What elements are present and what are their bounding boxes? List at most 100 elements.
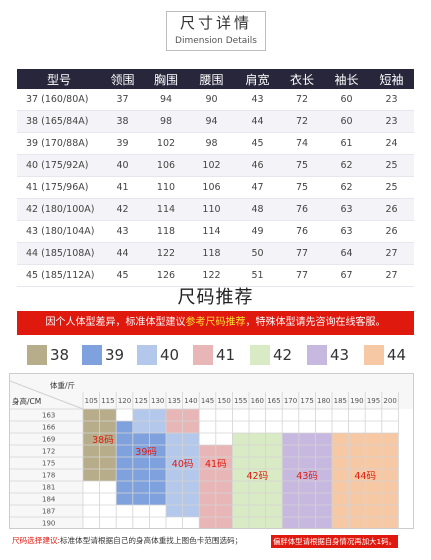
weight-tick-label: 150 (217, 397, 230, 405)
size-value-cell: 42 (101, 198, 144, 221)
size-model-cell: 39 (170/88A) (17, 132, 101, 155)
weight-tick-label: 125 (134, 397, 147, 405)
weight-tick-label: 170 (284, 397, 297, 405)
size-value-cell: 118 (188, 242, 235, 265)
size-value-cell: 45 (235, 132, 280, 155)
size-value-cell: 26 (369, 220, 414, 243)
size-zone-label: 40码 (172, 459, 194, 470)
size-value-cell: 63 (324, 220, 369, 243)
size-zone-area (282, 433, 332, 528)
size-value-cell: 77 (280, 242, 324, 265)
weight-tick-label: 105 (85, 397, 98, 405)
table-row: 45 (185/112A) 45 126 122 51 77 67 27 (17, 264, 414, 287)
legend-swatch (193, 345, 213, 365)
page-subtitle: Dimension Details (175, 36, 257, 46)
size-value-cell: 98 (144, 110, 188, 133)
size-model-cell: 44 (185/108A) (17, 242, 101, 265)
size-value-cell: 64 (324, 242, 369, 265)
size-model-cell: 45 (185/112A) (17, 264, 101, 287)
table-row: 38 (165/84A) 38 98 94 44 72 60 23 (17, 110, 414, 133)
size-value-cell: 40 (101, 154, 144, 177)
size-value-cell: 48 (235, 198, 280, 221)
size-col-header: 肩宽 (235, 69, 280, 89)
size-value-cell: 60 (324, 89, 369, 111)
size-model-cell: 42 (180/100A) (17, 198, 101, 221)
size-col-header: 短袖 (369, 69, 414, 89)
size-table-body: 37 (160/80A) 37 94 90 43 72 60 23 38 (165/84A) 38… (17, 89, 414, 287)
legend-swatch (307, 345, 327, 365)
legend-label: 42 (273, 346, 293, 364)
size-value-cell: 62 (324, 176, 369, 199)
size-value-cell: 102 (144, 132, 188, 155)
height-tick-label: 163 (42, 412, 55, 420)
size-col-header: 腰围 (188, 69, 235, 89)
recommend-title: 尺码推荐 (177, 287, 254, 308)
legend-label: 38 (50, 346, 70, 364)
size-model-cell: 41 (175/96A) (17, 176, 101, 199)
height-tick-label: 175 (42, 460, 55, 468)
size-value-cell: 23 (369, 89, 414, 111)
size-model-cell: 38 (165/84A) (17, 110, 101, 133)
size-grid-svg: 体重/斤身高/CM 105 115 120 125 130 135 140 145 150 155 1… (10, 374, 413, 528)
height-tick-label: 166 (42, 424, 56, 432)
size-value-cell: 63 (324, 198, 369, 221)
weight-tick-label: 135 (168, 397, 181, 405)
size-zone-area (116, 421, 133, 505)
legend-swatch (27, 345, 47, 365)
size-value-cell: 90 (188, 89, 235, 111)
height-tick-label: 178 (42, 472, 55, 480)
weight-tick-label: 200 (383, 397, 396, 405)
legend-swatch (82, 345, 102, 365)
size-col-header: 袖长 (324, 69, 369, 89)
size-value-cell: 50 (235, 242, 280, 265)
size-value-cell: 38 (101, 110, 144, 133)
size-value-cell: 74 (280, 132, 324, 155)
size-value-cell: 110 (144, 176, 188, 199)
notice-text-pre: 因个人体型差异，标准体型建议 (45, 317, 186, 328)
weight-tick-label: 175 (300, 397, 313, 405)
size-table-header: 型号 领围 胸围 腰围 肩宽 衣长 袖长 短袖 (17, 69, 414, 89)
legend-label: 39 (105, 346, 125, 364)
height-tick-label: 187 (42, 508, 55, 516)
table-row: 42 (180/100A) 42 114 110 48 76 63 26 (17, 198, 414, 221)
size-zone-label: 38码 (92, 435, 114, 446)
size-value-cell: 77 (280, 264, 324, 287)
legend-swatch (250, 345, 270, 365)
size-value-cell: 76 (280, 198, 324, 221)
legend-label: 40 (160, 346, 180, 364)
height-tick-label: 181 (42, 484, 55, 492)
header-frame (166, 11, 266, 51)
legend-label: 41 (216, 346, 236, 364)
size-value-cell: 76 (280, 220, 324, 243)
size-value-cell: 43 (235, 89, 280, 111)
size-value-cell: 45 (101, 264, 144, 287)
size-col-header: 胸围 (144, 69, 188, 89)
size-value-cell: 98 (188, 132, 235, 155)
size-value-cell: 26 (369, 198, 414, 221)
size-value-cell: 122 (188, 264, 235, 287)
size-value-cell: 46 (235, 154, 280, 177)
size-value-cell: 110 (188, 198, 235, 221)
size-value-cell: 24 (369, 132, 414, 155)
weight-tick-label: 180 (317, 397, 330, 405)
size-value-cell: 47 (235, 176, 280, 199)
height-tick-label: 172 (42, 448, 55, 456)
legend-label: 43 (330, 346, 350, 364)
size-model-cell: 43 (180/104A) (17, 220, 101, 243)
size-value-cell: 62 (324, 154, 369, 177)
table-row: 41 (175/96A) 41 110 106 47 75 62 25 (17, 176, 414, 199)
size-value-cell: 44 (235, 110, 280, 133)
weight-tick-label: 165 (267, 397, 280, 405)
notice-text-post: ，特殊体型请先咨询在线客服。 (245, 317, 386, 328)
notice-bar: 因个人体型差异，标准体型建议参考尺码推荐，特殊体型请先咨询在线客服。 (17, 311, 414, 335)
size-value-cell: 25 (369, 176, 414, 199)
size-zone-label: 41码 (205, 459, 227, 470)
size-value-cell: 126 (144, 264, 188, 287)
size-value-cell: 94 (144, 89, 188, 111)
size-value-cell: 27 (369, 264, 414, 287)
grid-corner-diagonal (10, 380, 84, 410)
footer-left-title: 尺码选择建议: (12, 536, 61, 545)
weight-axis-label: 体重/斤 (50, 380, 75, 390)
size-value-cell: 60 (324, 110, 369, 133)
height-tick-label: 184 (42, 496, 56, 504)
